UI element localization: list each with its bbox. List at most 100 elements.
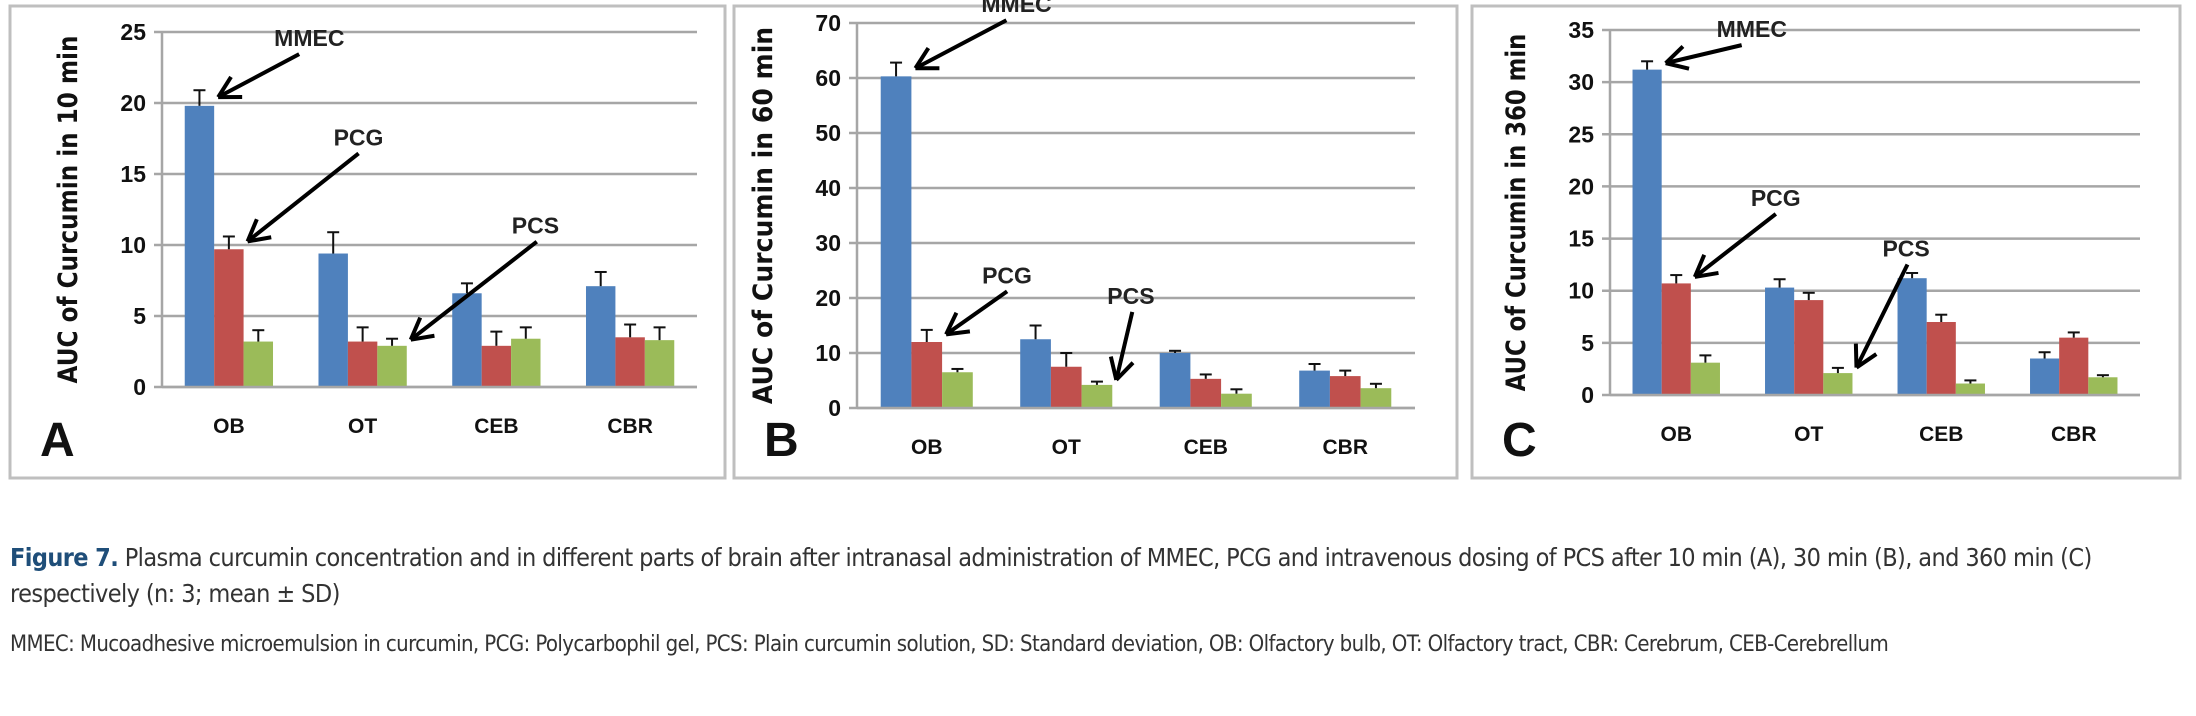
x-tick-label: OT [348,415,377,438]
bar-MMEC-CBR [1299,370,1330,408]
y-tick-label: 70 [815,10,841,36]
y-tick-label: 0 [1581,382,1594,408]
annotation-label: MMEC [274,25,344,51]
annotation-arrow [246,151,360,243]
chart-panel-B: 0 10 20 30 40 50 60 70 AUC of Curcumin in 60 min… [732,0,1459,480]
figure-label: Figure 7. [10,543,119,572]
panel-label: B [764,414,799,467]
y-tick-label: 15 [1568,226,1594,252]
bar-MMEC-CEB [1897,278,1927,395]
arrow-head [216,75,233,99]
y-tick-label: 0 [133,374,146,400]
x-tick-label: CEB [474,415,518,438]
y-axis-title: AUC of Curcumin in 60 min [748,27,779,404]
arrow-head [408,316,423,341]
arrow-head [944,311,959,336]
bar-PCG-CEB [1190,378,1222,408]
bar-PCG-OB [1661,283,1691,395]
annotation-label: PCG [982,262,1032,288]
arrow-head [247,235,272,244]
x-tick-label: CEB [1184,436,1228,459]
annotation-label: PCG [1751,185,1801,211]
y-tick-label: 40 [815,175,841,201]
y-tick-label: 20 [1568,173,1594,199]
bar-PCG-OT [1794,300,1824,395]
caption-text: Plasma curcumin concentration and in dif… [10,543,2092,608]
bar-PCS-CEB [511,338,541,387]
bar-MMEC-OT [318,253,348,387]
chart-panel-C: 0 5 10 15 20 25 30 35 AUC of Curcumin in 360 min… [1470,4,2182,480]
bar-PCS-OB [1690,362,1720,395]
bar-MMEC-CEB [452,293,482,387]
y-tick-label: 30 [815,230,841,256]
y-tick-label: 5 [133,303,146,329]
arrow-head [1108,356,1119,381]
bar-PCG-CBR [1329,376,1361,408]
bar-PCG-CEB [481,345,512,387]
bar-MMEC-OT [1020,339,1051,408]
figure-caption: Figure 7. Plasma curcumin concentration … [10,540,2190,612]
bar-PCS-OT [377,345,407,387]
arrow-head [245,218,259,243]
y-tick-label: 60 [815,65,841,91]
bar-MMEC-OT [1765,287,1795,395]
arrow-head [1853,343,1859,368]
x-tick-label: OT [1794,423,1823,446]
bar-PCG-OB [214,249,244,387]
bar-PCG-CEB [1926,322,1956,395]
y-axis-title: AUC of Curcumin in 360 min [1501,34,1532,392]
y-tick-label: 10 [120,232,146,258]
arrow-head [945,329,971,337]
y-tick-label: 0 [828,395,841,421]
annotation-arrow [1693,212,1778,279]
y-tick-label: 20 [120,90,146,116]
panel-label: C [1502,414,1537,467]
y-axis-title: AUC of Curcumin in 10 min [53,36,84,384]
panel-frame [1470,4,2182,480]
annotation-label: PCS [1107,283,1154,309]
bar-PCS-CBR [1360,388,1392,408]
panel-label: A [40,414,75,467]
bar-PCG-OB [911,342,943,408]
bar-PCG-CBR [2059,337,2089,395]
annotation-arrow [1854,263,1910,369]
bar-PCS-OT [1081,384,1113,408]
annotation-arrow [914,18,1008,70]
x-tick-label: CBR [1323,436,1369,459]
annotation-arrow [217,52,301,99]
arrow-head [1694,270,1719,279]
annotation-arrow [1114,311,1135,381]
y-tick-label: 35 [1568,17,1594,43]
bar-MMEC-OB [1632,69,1662,395]
bar-PCS-CEB [1955,383,1985,395]
bar-PCS-OB [942,372,973,408]
bar-PCS-OB [243,341,274,387]
arrow-head [1855,352,1878,370]
y-tick-label: 50 [815,120,841,146]
x-tick-label: CEB [1919,423,1963,446]
x-tick-label: CBR [607,415,653,438]
arrow-head [410,333,435,342]
y-tick-label: 10 [1568,278,1594,304]
abbreviations-note: MMEC: Mucoadhesive microemulsion in curc… [10,632,1889,657]
x-tick-label: OB [911,436,943,459]
annotation-label: PCS [1882,236,1929,262]
bar-PCG-OT [347,341,378,387]
annotation-label: MMEC [1717,16,1787,42]
bar-MMEC-CEB [1159,353,1191,408]
arrow-head [1665,61,1690,71]
arrow-head [1114,361,1135,382]
chart-panel-A: 0 5 10 15 20 25 AUC of Curcumin in 10 min OB OT C… [8,4,727,480]
annotation-arrow [944,289,1009,337]
bar-MMEC-CBR [585,286,616,387]
x-tick-label: OB [1661,423,1693,446]
bar-MMEC-OB [880,76,912,408]
x-tick-label: OT [1052,436,1081,459]
bar-PCG-CBR [615,337,645,387]
annotation-arrow [409,240,538,342]
y-tick-label: 20 [815,285,841,311]
bar-PCS-CBR [644,340,675,387]
annotation-label: PCG [334,124,384,150]
arrow-head [913,46,931,70]
